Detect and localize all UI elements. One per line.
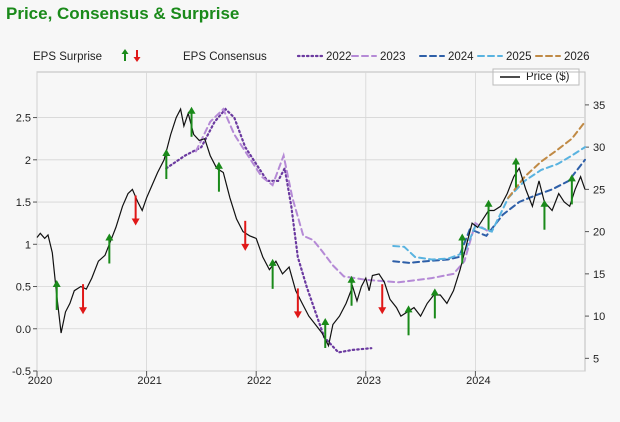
consensus-line-2022 bbox=[165, 107, 373, 354]
legend-series-label: 2024 bbox=[448, 51, 474, 63]
arrow-head bbox=[321, 317, 330, 325]
legend-series-label: 2025 bbox=[506, 51, 532, 63]
surprise-arrow-up bbox=[430, 288, 439, 319]
surprise-arrow-up bbox=[511, 157, 520, 188]
x-tick-label: 2023 bbox=[357, 375, 381, 387]
legend-series-label: 2026 bbox=[564, 51, 590, 63]
x-tick-label: 2020 bbox=[28, 375, 52, 387]
arrow-head bbox=[511, 157, 520, 165]
y-right-tick-label: 25 bbox=[593, 184, 605, 196]
legend-down-arrow-head bbox=[133, 57, 141, 62]
chart-title: Price, Consensus & Surprise bbox=[6, 4, 240, 23]
legend-surprise-label: EPS Surprise bbox=[33, 51, 102, 63]
arrow-head bbox=[105, 233, 114, 241]
legend-up-arrow-head bbox=[121, 49, 129, 54]
surprise-arrows bbox=[52, 106, 576, 348]
surprise-arrow-down bbox=[293, 288, 302, 319]
arrow-head bbox=[187, 106, 196, 114]
legend: EPS Surprise EPS Consensus 2022 2023 2024 2… bbox=[33, 49, 590, 86]
arrow-head bbox=[131, 218, 140, 226]
surprise-arrow-up bbox=[105, 233, 114, 264]
surprise-arrow-up bbox=[540, 199, 549, 230]
surprise-arrow-up bbox=[268, 258, 277, 289]
y-right-tick-label: 35 bbox=[593, 100, 605, 112]
y-left-tick-label: 1.5 bbox=[16, 197, 31, 209]
surprise-arrow-up bbox=[347, 275, 356, 306]
arrow-head bbox=[52, 279, 61, 287]
surprise-arrow-up bbox=[214, 161, 223, 192]
legend-series-label: 2023 bbox=[380, 51, 406, 63]
surprise-arrow-down bbox=[241, 220, 250, 251]
price-legend-box bbox=[492, 68, 580, 86]
arrow-head bbox=[162, 149, 171, 157]
surprise-arrow-down bbox=[378, 284, 387, 315]
consensus-line-2026 bbox=[507, 120, 586, 199]
surprise-arrow-up bbox=[567, 174, 576, 205]
y-left-tick-label: 0.5 bbox=[16, 282, 31, 294]
plot-frame bbox=[36, 71, 586, 372]
arrow-head bbox=[241, 243, 250, 251]
arrow-head bbox=[268, 258, 277, 266]
arrow-head bbox=[347, 275, 356, 283]
y-left-tick-label: 0.0 bbox=[16, 324, 31, 336]
consensus-line-2025 bbox=[392, 146, 586, 261]
grid bbox=[36, 71, 586, 372]
consensus-line-2024 bbox=[392, 158, 586, 264]
y-right-tick-label: 5 bbox=[593, 353, 599, 365]
surprise-arrow-up bbox=[404, 305, 413, 336]
arrow-head bbox=[567, 174, 576, 182]
arrow-head bbox=[79, 307, 88, 315]
y-right-tick-label: 20 bbox=[593, 227, 605, 239]
arrow-head bbox=[484, 199, 493, 207]
y-right-tick-label: 30 bbox=[593, 142, 605, 154]
surprise-arrow-up bbox=[458, 233, 467, 264]
consensus-lines bbox=[165, 107, 586, 354]
y-left-tick-label: -0.5 bbox=[12, 366, 31, 378]
legend-consensus-label: EPS Consensus bbox=[183, 51, 267, 63]
arrow-head bbox=[430, 288, 439, 296]
arrow-head bbox=[378, 307, 387, 315]
surprise-arrow-up bbox=[187, 106, 196, 137]
legend-price-label: Price ($) bbox=[526, 71, 570, 83]
arrow-head bbox=[540, 199, 549, 207]
arrow-head bbox=[293, 311, 302, 319]
x-tick-label: 2021 bbox=[137, 375, 161, 387]
legend-series-label: 2022 bbox=[326, 51, 352, 63]
price-line bbox=[36, 107, 586, 348]
surprise-arrow-up bbox=[162, 149, 171, 180]
surprise-arrow-down bbox=[131, 195, 140, 226]
surprise-arrow-up bbox=[484, 199, 493, 230]
y-left-tick-label: 1 bbox=[25, 239, 31, 251]
surprise-arrow-up bbox=[321, 317, 330, 348]
arrow-head bbox=[458, 233, 467, 241]
y-right-tick-label: 15 bbox=[593, 269, 605, 281]
surprise-arrow-up bbox=[52, 279, 61, 310]
x-tick-label: 2024 bbox=[466, 375, 490, 387]
arrow-head bbox=[214, 161, 223, 169]
axes: 2.5 2 1.5 1 0.5 0.0 -0.5 35 30 25 20 15 10 5 2020 2021 2… bbox=[12, 100, 605, 387]
surprise-arrow-down bbox=[79, 284, 88, 315]
arrow-head bbox=[404, 305, 413, 313]
price-series-line bbox=[36, 107, 586, 348]
y-left-tick-label: 2 bbox=[25, 155, 31, 167]
y-right-tick-label: 10 bbox=[593, 311, 605, 323]
y-left-tick-label: 2.5 bbox=[16, 113, 31, 125]
x-tick-label: 2022 bbox=[247, 375, 271, 387]
